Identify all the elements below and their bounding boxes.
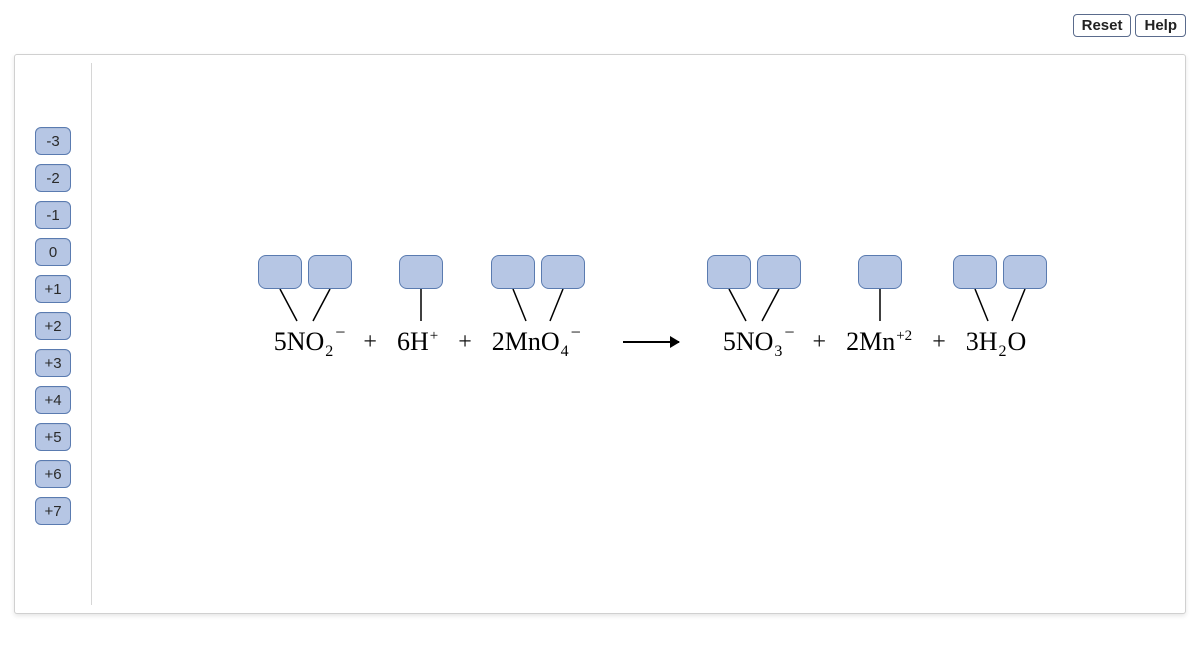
- oxidation-pill[interactable]: -3: [35, 127, 71, 155]
- element-symbol: O: [305, 327, 324, 357]
- stem-lines-h2o: [923, 289, 1077, 329]
- superscript: +2: [896, 328, 912, 345]
- subscript: 2: [325, 343, 333, 361]
- oxidation-pill[interactable]: +7: [35, 497, 71, 525]
- element-symbol: M: [859, 327, 882, 357]
- coefficient: 6: [397, 327, 410, 357]
- drop-slot[interactable]: [953, 255, 997, 289]
- oxidation-pill[interactable]: +3: [35, 349, 71, 377]
- drop-slot[interactable]: [1003, 255, 1047, 289]
- coefficient: 5: [274, 327, 287, 357]
- element-symbol: M: [505, 327, 528, 357]
- oxidation-pill[interactable]: +2: [35, 312, 71, 340]
- drop-row-h: [399, 255, 443, 289]
- element-symbol: O: [1008, 327, 1027, 357]
- element-symbol: n: [528, 327, 541, 357]
- plus-sign: +: [458, 329, 472, 356]
- species-mn2: 2Mn+2: [846, 327, 912, 357]
- stem-lines-no3: [677, 289, 831, 329]
- drop-row-mno4: [491, 255, 585, 289]
- species-mno4: 2MnO4−: [492, 327, 579, 357]
- drop-slot[interactable]: [858, 255, 902, 289]
- reaction-arrow: [623, 341, 679, 343]
- coefficient: 3: [966, 327, 979, 357]
- superscript: −: [571, 322, 579, 343]
- oxidation-pill[interactable]: +1: [35, 275, 71, 303]
- oxidation-pill[interactable]: 0: [35, 238, 71, 266]
- drop-row-no2: [258, 255, 352, 289]
- drop-slot[interactable]: [757, 255, 801, 289]
- drop-slot[interactable]: [541, 255, 585, 289]
- drop-slot[interactable]: [308, 255, 352, 289]
- plus-sign: +: [932, 329, 946, 356]
- element-symbol: n: [882, 327, 895, 357]
- drop-row-no3: [707, 255, 801, 289]
- coefficient: 2: [492, 327, 505, 357]
- element-symbol: O: [755, 327, 774, 357]
- reset-button[interactable]: Reset: [1073, 14, 1132, 37]
- subscript: 3: [774, 343, 782, 361]
- equation-line: 5NO2−+6H++2MnO4−5NO3−+2Mn+2+3H2O: [135, 327, 1165, 357]
- oxidation-pill[interactable]: +6: [35, 460, 71, 488]
- subscript: 4: [561, 343, 569, 361]
- superscript: +: [430, 328, 438, 345]
- species-no2: 5NO2−: [274, 327, 344, 357]
- element-symbol: N: [736, 327, 755, 357]
- drop-row-mn2: [858, 255, 902, 289]
- help-button[interactable]: Help: [1135, 14, 1186, 37]
- oxidation-pill[interactable]: -1: [35, 201, 71, 229]
- species-h2o: 3H2O: [966, 327, 1027, 357]
- equation-area: 5NO2−+6H++2MnO4−5NO3−+2Mn+2+3H2O: [135, 255, 1165, 375]
- element-symbol: N: [287, 327, 306, 357]
- oxidation-pill[interactable]: +5: [35, 423, 71, 451]
- superscript: −: [335, 322, 343, 343]
- oxidation-pill[interactable]: +4: [35, 386, 71, 414]
- element-symbol: O: [541, 327, 560, 357]
- coefficient: 5: [723, 327, 736, 357]
- top-bar: Reset Help: [1073, 14, 1186, 37]
- oxidation-pill[interactable]: -2: [35, 164, 71, 192]
- oxidation-state-rail: -3 -2 -1 0 +1 +2 +3 +4 +5 +6 +7: [35, 127, 85, 525]
- drop-slot[interactable]: [258, 255, 302, 289]
- drop-slot[interactable]: [707, 255, 751, 289]
- rail-divider: [91, 63, 92, 605]
- species-no3: 5NO3−: [723, 327, 793, 357]
- plus-sign: +: [363, 329, 377, 356]
- coefficient: 2: [846, 327, 859, 357]
- drop-row-h2o: [953, 255, 1047, 289]
- drop-slot[interactable]: [399, 255, 443, 289]
- species-h: 6H+: [397, 327, 438, 357]
- superscript: −: [784, 322, 792, 343]
- subscript: 2: [999, 343, 1007, 361]
- element-symbol: H: [410, 327, 429, 357]
- stem-lines-no2: [228, 289, 382, 329]
- stem-lines-mno4: [461, 289, 615, 329]
- plus-sign: +: [813, 329, 827, 356]
- element-symbol: H: [979, 327, 998, 357]
- drop-slot[interactable]: [491, 255, 535, 289]
- work-panel: -3-2-10+1+2+3+4+5+6+7 5NO2−+6H++2MnO4−5N…: [14, 54, 1186, 614]
